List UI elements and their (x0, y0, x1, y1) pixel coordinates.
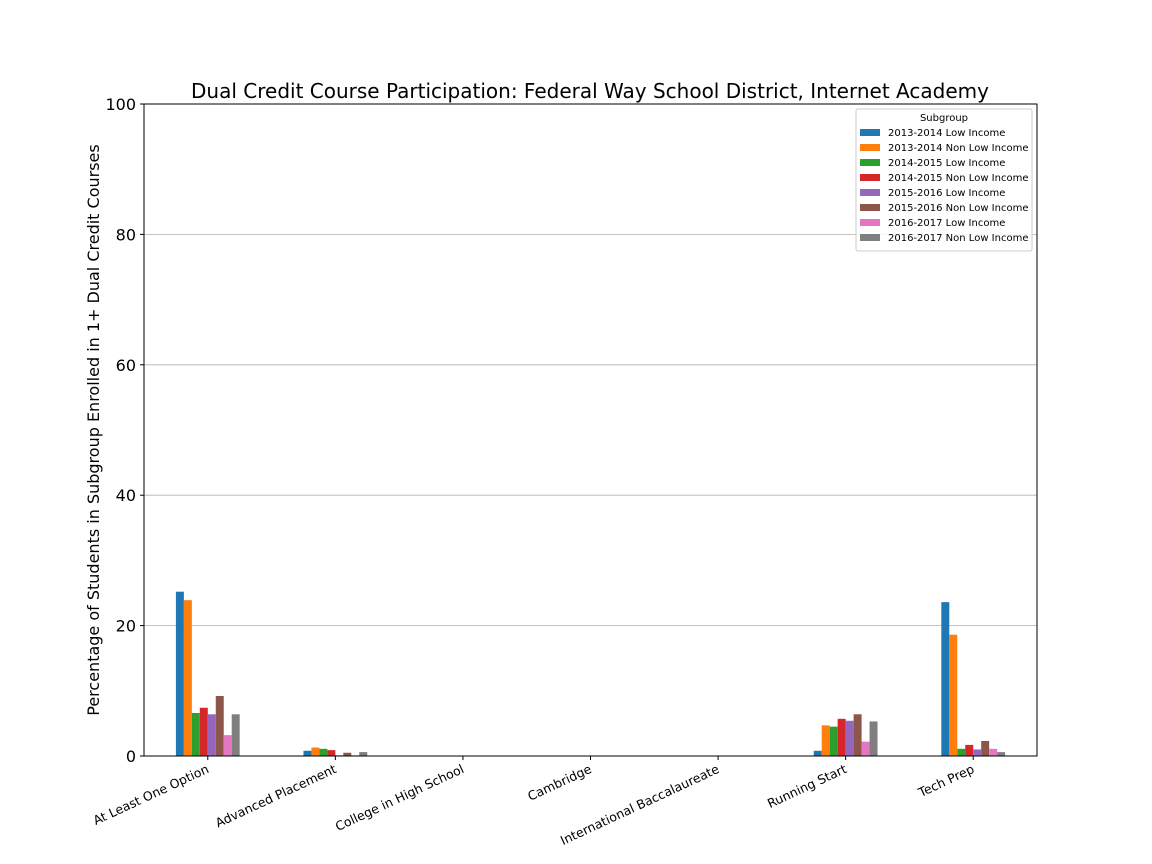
legend-swatch (860, 144, 880, 151)
y-tick-label: 40 (116, 486, 136, 505)
bar (949, 634, 958, 756)
legend-swatch (860, 129, 880, 136)
x-tick-label: Advanced Placement (213, 761, 339, 830)
bar (175, 591, 184, 756)
bar (981, 741, 990, 756)
x-tick-label: Cambridge (525, 761, 594, 804)
bar (965, 744, 974, 756)
legend-entry: 2014-2015 Non Low Income (888, 173, 1028, 184)
bar (853, 714, 862, 756)
bar (973, 749, 982, 756)
legend-entry: 2016-2017 Non Low Income (888, 233, 1028, 244)
bar (183, 600, 192, 756)
y-tick-label: 100 (105, 95, 136, 114)
y-tick-label: 60 (116, 356, 136, 375)
y-axis-label: Percentage of Students in Subgroup Enrol… (84, 144, 103, 715)
bar (199, 707, 208, 756)
legend-title: Subgroup (920, 113, 968, 124)
legend-entry: 2015-2016 Low Income (888, 188, 1005, 199)
y-tick-label: 20 (116, 617, 136, 636)
bar (303, 750, 312, 756)
legend-entry: 2016-2017 Low Income (888, 218, 1005, 229)
chart-title: Dual Credit Course Participation: Federa… (191, 79, 989, 103)
legend-entry: 2013-2014 Low Income (888, 128, 1005, 139)
x-tick-label: At Least One Option (91, 761, 211, 828)
bar (191, 712, 200, 756)
y-axis: 0 20 40 60 80 100 (105, 95, 144, 766)
bar (997, 752, 1006, 756)
y-tick-label: 0 (126, 747, 136, 766)
bar (829, 726, 838, 756)
legend-swatch (860, 189, 880, 196)
legend-entry: 2014-2015 Low Income (888, 158, 1005, 169)
x-tick-label: Tech Prep (915, 761, 976, 800)
bar (957, 748, 966, 756)
bar (837, 718, 846, 756)
legend-swatch (860, 159, 880, 166)
bar (343, 752, 352, 756)
x-tick-label: Running Start (765, 761, 849, 811)
legend-swatch (860, 219, 880, 226)
bar (215, 696, 224, 756)
bar (327, 750, 336, 756)
legend-entry: 2015-2016 Non Low Income (888, 203, 1028, 214)
legend-swatch (860, 204, 880, 211)
x-axis: At Least One Option Advanced PlacementCol… (91, 756, 977, 848)
bar (207, 714, 216, 756)
x-tick-label: College in High School (333, 761, 466, 834)
bar (319, 748, 328, 756)
legend-swatch (860, 174, 880, 181)
bar (861, 741, 870, 756)
gridlines (144, 233, 1037, 626)
bar (845, 720, 854, 756)
bar (941, 602, 950, 756)
bar (223, 735, 232, 756)
bar (813, 750, 822, 756)
bar (311, 747, 320, 756)
bar (869, 721, 878, 756)
legend: Subgroup 2013-2014 Low Income 2013-2014 No… (855, 108, 1033, 252)
bar (821, 725, 830, 756)
bar (989, 748, 998, 756)
legend-entry: 2013-2014 Non Low Income (888, 143, 1028, 154)
legend-swatch (860, 234, 880, 241)
bar (359, 752, 368, 756)
bar (231, 714, 240, 756)
y-tick-label: 80 (116, 225, 136, 244)
bars (175, 591, 1006, 756)
legend-box (855, 108, 1033, 252)
